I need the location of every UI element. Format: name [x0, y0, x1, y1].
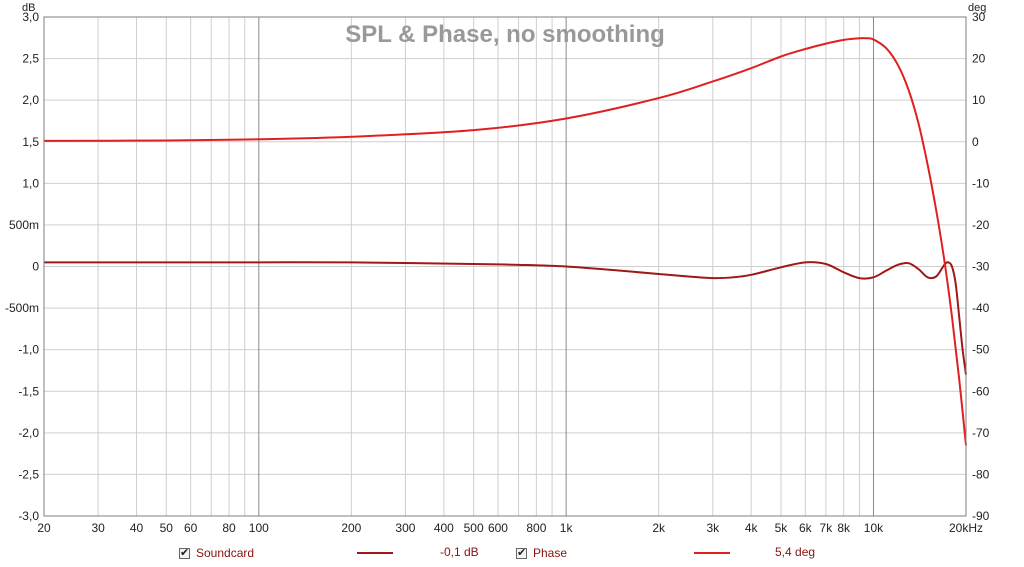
x-tick-label: 600: [488, 521, 508, 535]
right-y-tick-label: -40: [972, 301, 990, 315]
phase-legend-line: [694, 552, 730, 554]
left-y-tick-label: -2,5: [18, 467, 39, 481]
right-axis-tick-labels: 30 20 10 0 -10 -20 -30 -40 -50 -60 -70 -80 -90: [972, 10, 990, 523]
legend: Soundcard -0,1 dB Phase 5,4 deg: [0, 544, 1024, 564]
x-tick-label: 20: [37, 521, 51, 535]
x-tick-label: 20kHz: [949, 521, 983, 535]
left-y-tick-label: 3,0: [22, 10, 39, 24]
right-y-tick-label: 30: [972, 10, 986, 24]
right-y-tick-label: -70: [972, 426, 990, 440]
x-tick-label: 30: [91, 521, 105, 535]
left-y-tick-label: -1,5: [18, 384, 39, 398]
x-tick-label: 3k: [706, 521, 720, 535]
left-axis-tick-labels: 3,0 2,5 2,0 1,5 1,0 500m 0 -500m -1,0 -1,5 -2,0 -2,…: [5, 10, 39, 523]
right-y-tick-label: -30: [972, 260, 990, 274]
soundcard-legend-line: [357, 552, 393, 554]
x-tick-label: 400: [434, 521, 454, 535]
right-y-tick-label: 20: [972, 52, 986, 66]
soundcard-checkbox[interactable]: [179, 546, 190, 559]
left-axis-unit-label: dB: [22, 2, 35, 14]
left-y-tick-label: 0: [32, 260, 39, 274]
left-y-tick-label: -3,0: [18, 509, 39, 523]
x-tick-label: 10k: [864, 521, 884, 535]
x-tick-label: 500: [464, 521, 484, 535]
x-tick-label: 80: [222, 521, 236, 535]
x-tick-label: 1k: [560, 521, 574, 535]
legend-item-phase[interactable]: Phase: [516, 544, 567, 562]
x-tick-label: 60: [184, 521, 198, 535]
left-y-tick-label: 2,5: [22, 52, 39, 66]
soundcard-label[interactable]: Soundcard: [196, 546, 255, 560]
chart-title: SPL & Phase, no smoothing: [345, 21, 665, 48]
left-y-tick-label: -500m: [5, 301, 39, 315]
x-tick-label: 200: [341, 521, 361, 535]
x-axis-tick-labels: 20 30 40 50 60 80 100 200 300 400 500 600 800 1k 2k 3k 4…: [37, 521, 983, 535]
phase-label[interactable]: Phase: [533, 546, 568, 560]
soundcard-readout: -0,1 dB: [440, 545, 479, 559]
right-y-tick-label: -10: [972, 176, 990, 190]
phase-readout: 5,4 deg: [775, 545, 816, 559]
series-line-phase: [43, 37, 967, 446]
x-tick-label: 5k: [775, 521, 789, 535]
right-y-tick-label: -80: [972, 467, 990, 481]
left-y-tick-label: 1,0: [22, 176, 39, 190]
x-tick-label: 300: [395, 521, 415, 535]
x-tick-label: 800: [526, 521, 546, 535]
right-y-tick-label: -20: [972, 218, 990, 232]
phase-checkbox[interactable]: [516, 546, 527, 559]
right-y-tick-label: -60: [972, 384, 990, 398]
left-y-tick-label: 500m: [9, 218, 39, 232]
right-y-tick-label: 10: [972, 93, 986, 107]
x-tick-label: 6k: [799, 521, 813, 535]
left-y-tick-label: -1,0: [18, 343, 39, 357]
right-y-tick-label: -50: [972, 343, 990, 357]
left-y-tick-label: 2,0: [22, 93, 39, 107]
x-tick-label: 8k: [837, 521, 851, 535]
legend-item-soundcard[interactable]: Soundcard: [179, 544, 254, 562]
series-line-soundcard: [43, 261, 967, 375]
left-y-tick-label: 1,5: [22, 135, 39, 149]
right-y-tick-label: 0: [972, 135, 979, 149]
x-tick-label: 4k: [745, 521, 759, 535]
right-axis-unit-label: deg: [968, 2, 986, 14]
x-tick-label: 2k: [652, 521, 666, 535]
x-tick-label: 100: [249, 521, 269, 535]
spl-phase-chart: 20 30 40 50 60 80 100 200 300 400 500 600 800 1k 2k 3k 4…: [5, 2, 990, 535]
plot-border: [43, 16, 967, 517]
x-tick-label: 7k: [820, 521, 834, 535]
series-layer: [43, 37, 967, 446]
right-y-tick-label: -90: [972, 509, 990, 523]
x-tick-label: 40: [130, 521, 144, 535]
x-tick-label: 50: [160, 521, 174, 535]
left-y-tick-label: -2,0: [18, 426, 39, 440]
